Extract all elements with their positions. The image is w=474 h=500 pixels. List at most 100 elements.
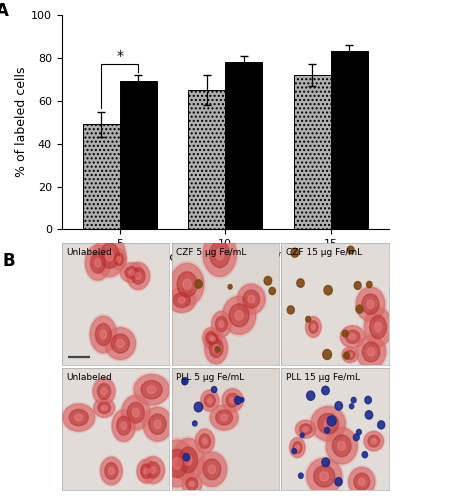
Circle shape: [287, 306, 294, 314]
Ellipse shape: [204, 329, 222, 349]
Ellipse shape: [183, 279, 191, 289]
Text: B: B: [2, 252, 15, 270]
Circle shape: [353, 434, 359, 440]
Ellipse shape: [141, 380, 162, 399]
Bar: [294, 75, 331, 230]
Ellipse shape: [203, 459, 221, 479]
Circle shape: [366, 282, 372, 288]
Circle shape: [356, 430, 361, 435]
Ellipse shape: [248, 296, 255, 303]
Ellipse shape: [221, 294, 257, 337]
Circle shape: [349, 404, 354, 408]
Ellipse shape: [143, 407, 172, 441]
Text: Unlabeled: Unlabeled: [66, 373, 112, 382]
Ellipse shape: [200, 389, 220, 412]
Ellipse shape: [182, 474, 202, 494]
Ellipse shape: [111, 334, 129, 353]
Ellipse shape: [98, 402, 110, 413]
Ellipse shape: [111, 249, 127, 270]
Ellipse shape: [318, 414, 338, 434]
Circle shape: [269, 288, 275, 294]
Ellipse shape: [106, 250, 114, 261]
Ellipse shape: [235, 310, 243, 320]
Ellipse shape: [220, 414, 228, 420]
Ellipse shape: [289, 436, 306, 458]
Ellipse shape: [140, 456, 165, 485]
Ellipse shape: [199, 434, 210, 448]
Ellipse shape: [368, 436, 380, 447]
Ellipse shape: [347, 466, 376, 498]
Text: Unlabeled: Unlabeled: [66, 248, 112, 257]
Circle shape: [291, 248, 299, 257]
Ellipse shape: [374, 322, 382, 332]
Ellipse shape: [205, 330, 221, 348]
Ellipse shape: [370, 316, 386, 338]
Ellipse shape: [307, 458, 342, 494]
Ellipse shape: [230, 398, 235, 403]
Ellipse shape: [147, 386, 156, 394]
Ellipse shape: [303, 427, 308, 432]
Ellipse shape: [95, 258, 101, 267]
Ellipse shape: [226, 394, 239, 407]
Circle shape: [182, 380, 186, 384]
Bar: [188, 90, 225, 230]
Ellipse shape: [150, 466, 156, 473]
Ellipse shape: [243, 290, 260, 308]
Circle shape: [228, 284, 232, 289]
Ellipse shape: [237, 284, 265, 314]
Text: A: A: [0, 2, 9, 20]
Ellipse shape: [221, 388, 244, 412]
Ellipse shape: [309, 321, 318, 333]
Circle shape: [324, 286, 332, 295]
Ellipse shape: [362, 342, 380, 362]
Ellipse shape: [205, 332, 228, 364]
Ellipse shape: [91, 252, 105, 274]
Ellipse shape: [355, 334, 387, 370]
Ellipse shape: [209, 404, 239, 431]
Ellipse shape: [90, 316, 117, 353]
Circle shape: [335, 402, 342, 410]
Bar: [83, 124, 119, 230]
Circle shape: [307, 391, 315, 400]
Ellipse shape: [105, 462, 118, 479]
Ellipse shape: [111, 408, 137, 443]
Ellipse shape: [141, 456, 164, 483]
Ellipse shape: [293, 442, 302, 454]
Ellipse shape: [171, 264, 204, 306]
Circle shape: [335, 478, 342, 486]
Ellipse shape: [84, 244, 112, 282]
Circle shape: [306, 316, 311, 322]
Ellipse shape: [320, 472, 328, 481]
Ellipse shape: [342, 347, 358, 362]
Ellipse shape: [136, 272, 141, 280]
Ellipse shape: [197, 452, 227, 486]
Ellipse shape: [364, 432, 383, 451]
Ellipse shape: [314, 466, 335, 487]
Ellipse shape: [134, 374, 169, 405]
Ellipse shape: [363, 430, 384, 452]
Ellipse shape: [119, 262, 144, 283]
Ellipse shape: [110, 248, 127, 271]
Ellipse shape: [295, 445, 299, 450]
Circle shape: [299, 473, 303, 478]
Circle shape: [351, 398, 356, 403]
Ellipse shape: [195, 429, 214, 453]
Circle shape: [342, 330, 348, 337]
Ellipse shape: [210, 405, 238, 430]
Ellipse shape: [202, 326, 220, 349]
Ellipse shape: [149, 414, 166, 434]
Ellipse shape: [69, 410, 88, 426]
Ellipse shape: [213, 344, 219, 352]
Ellipse shape: [208, 398, 212, 404]
Ellipse shape: [75, 414, 83, 421]
Ellipse shape: [100, 456, 123, 486]
Ellipse shape: [100, 243, 119, 268]
Ellipse shape: [362, 294, 379, 314]
Ellipse shape: [348, 353, 352, 357]
X-axis label: Concentration (μg Fe/mL): Concentration (μg Fe/mL): [145, 250, 305, 264]
Ellipse shape: [332, 435, 351, 456]
Circle shape: [182, 378, 188, 384]
Ellipse shape: [341, 346, 359, 364]
Circle shape: [347, 246, 354, 254]
Ellipse shape: [173, 458, 182, 469]
